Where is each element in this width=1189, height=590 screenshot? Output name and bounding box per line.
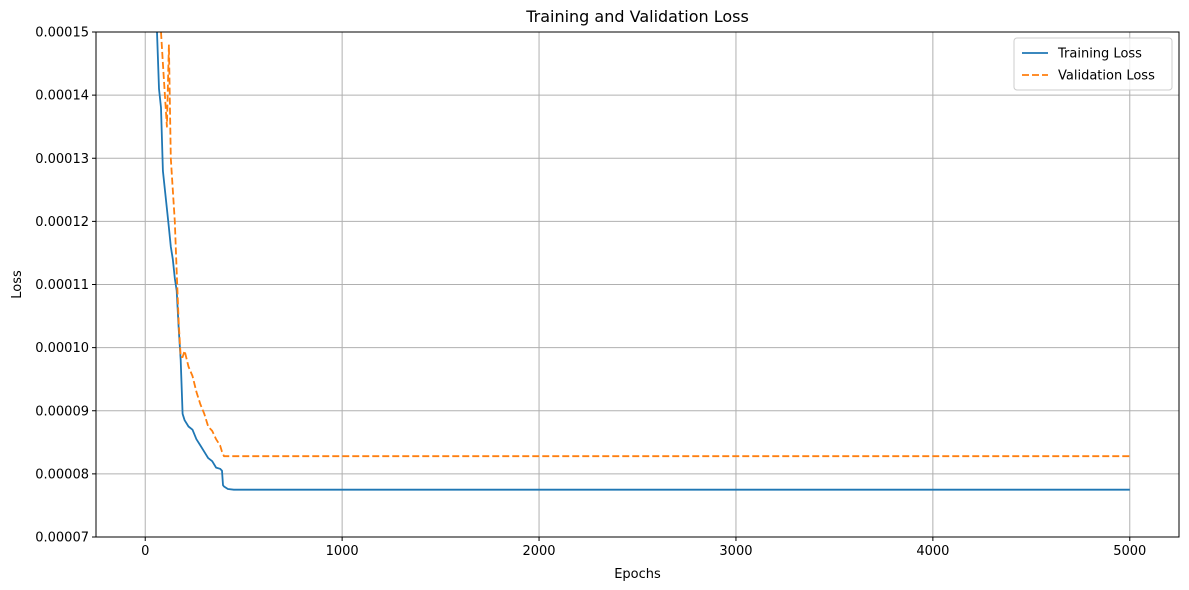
y-axis-label: Loss	[10, 270, 25, 299]
x-tick-label: 4000	[916, 544, 949, 559]
y-tick-label: 0.00010	[35, 341, 89, 356]
y-ticks: 0.00007 0.00008 0.00009 0.00010 0.00011 0.000…	[35, 26, 96, 546]
x-ticks: 0 1000 2000 3000 4000 5000	[141, 537, 1146, 559]
x-tick-label: 0	[141, 544, 149, 559]
grid	[96, 31, 1179, 538]
legend-label: Validation Loss	[1058, 69, 1155, 84]
y-tick-label: 0.00013	[35, 152, 89, 167]
y-tick-label: 0.00011	[35, 278, 89, 293]
x-tick-label: 1000	[326, 544, 359, 559]
x-axis-label: Epochs	[614, 567, 661, 582]
legend-label: Training Loss	[1057, 47, 1142, 62]
legend: Training Loss Validation Loss	[1013, 37, 1173, 91]
y-tick-label: 0.00015	[35, 26, 89, 41]
y-tick-label: 0.00009	[35, 404, 89, 419]
series-group	[156, 32, 1130, 491]
x-tick-label: 2000	[522, 544, 555, 559]
legend-box	[1013, 37, 1173, 91]
chart-title: Training and Validation Loss	[525, 7, 749, 26]
y-tick-label: 0.00012	[35, 215, 89, 230]
series-line-2	[160, 32, 1130, 458]
y-tick-label: 0.00008	[35, 467, 89, 482]
y-tick-label: 0.00014	[35, 89, 89, 104]
x-tick-label: 5000	[1113, 544, 1146, 559]
y-tick-label: 0.00007	[35, 531, 89, 546]
x-tick-label: 3000	[719, 544, 752, 559]
series-line-1	[156, 32, 1130, 491]
